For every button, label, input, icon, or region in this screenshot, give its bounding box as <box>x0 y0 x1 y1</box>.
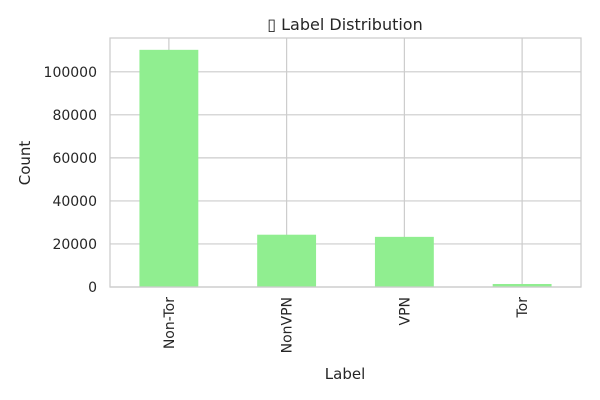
y-axis-label: Count <box>16 141 34 186</box>
y-tick-label: 60000 <box>52 151 97 167</box>
y-tick-labels: 0 20000 40000 60000 80000 100000 <box>44 65 97 296</box>
x-axis-label: Label <box>325 365 365 383</box>
y-tick-label: 0 <box>88 280 97 296</box>
y-tick-label: 20000 <box>52 237 97 253</box>
x-tick-labels: Non-Tor NonVPN VPN Tor <box>162 297 531 354</box>
y-tick-label: 100000 <box>44 65 97 81</box>
axes-frame <box>109 37 582 288</box>
bar-non-tor <box>139 49 199 288</box>
bars <box>139 49 552 288</box>
bar-nonvpn <box>257 234 317 287</box>
x-tick-label: VPN <box>397 297 413 326</box>
x-tick-label: Non-Tor <box>162 297 178 349</box>
x-tick-label: NonVPN <box>280 297 296 353</box>
bar-vpn <box>374 236 434 287</box>
y-tick-label: 80000 <box>52 108 97 124</box>
x-tick-label: Tor <box>515 297 531 319</box>
chart-title: ▯ Label Distribution <box>267 15 422 34</box>
y-tick-label: 40000 <box>52 194 97 210</box>
bar-tor <box>492 283 552 287</box>
